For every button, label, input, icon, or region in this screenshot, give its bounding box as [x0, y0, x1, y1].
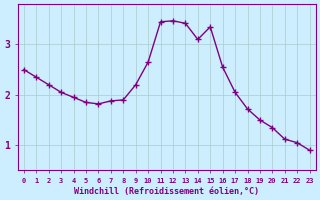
- X-axis label: Windchill (Refroidissement éolien,°C): Windchill (Refroidissement éolien,°C): [74, 187, 259, 196]
